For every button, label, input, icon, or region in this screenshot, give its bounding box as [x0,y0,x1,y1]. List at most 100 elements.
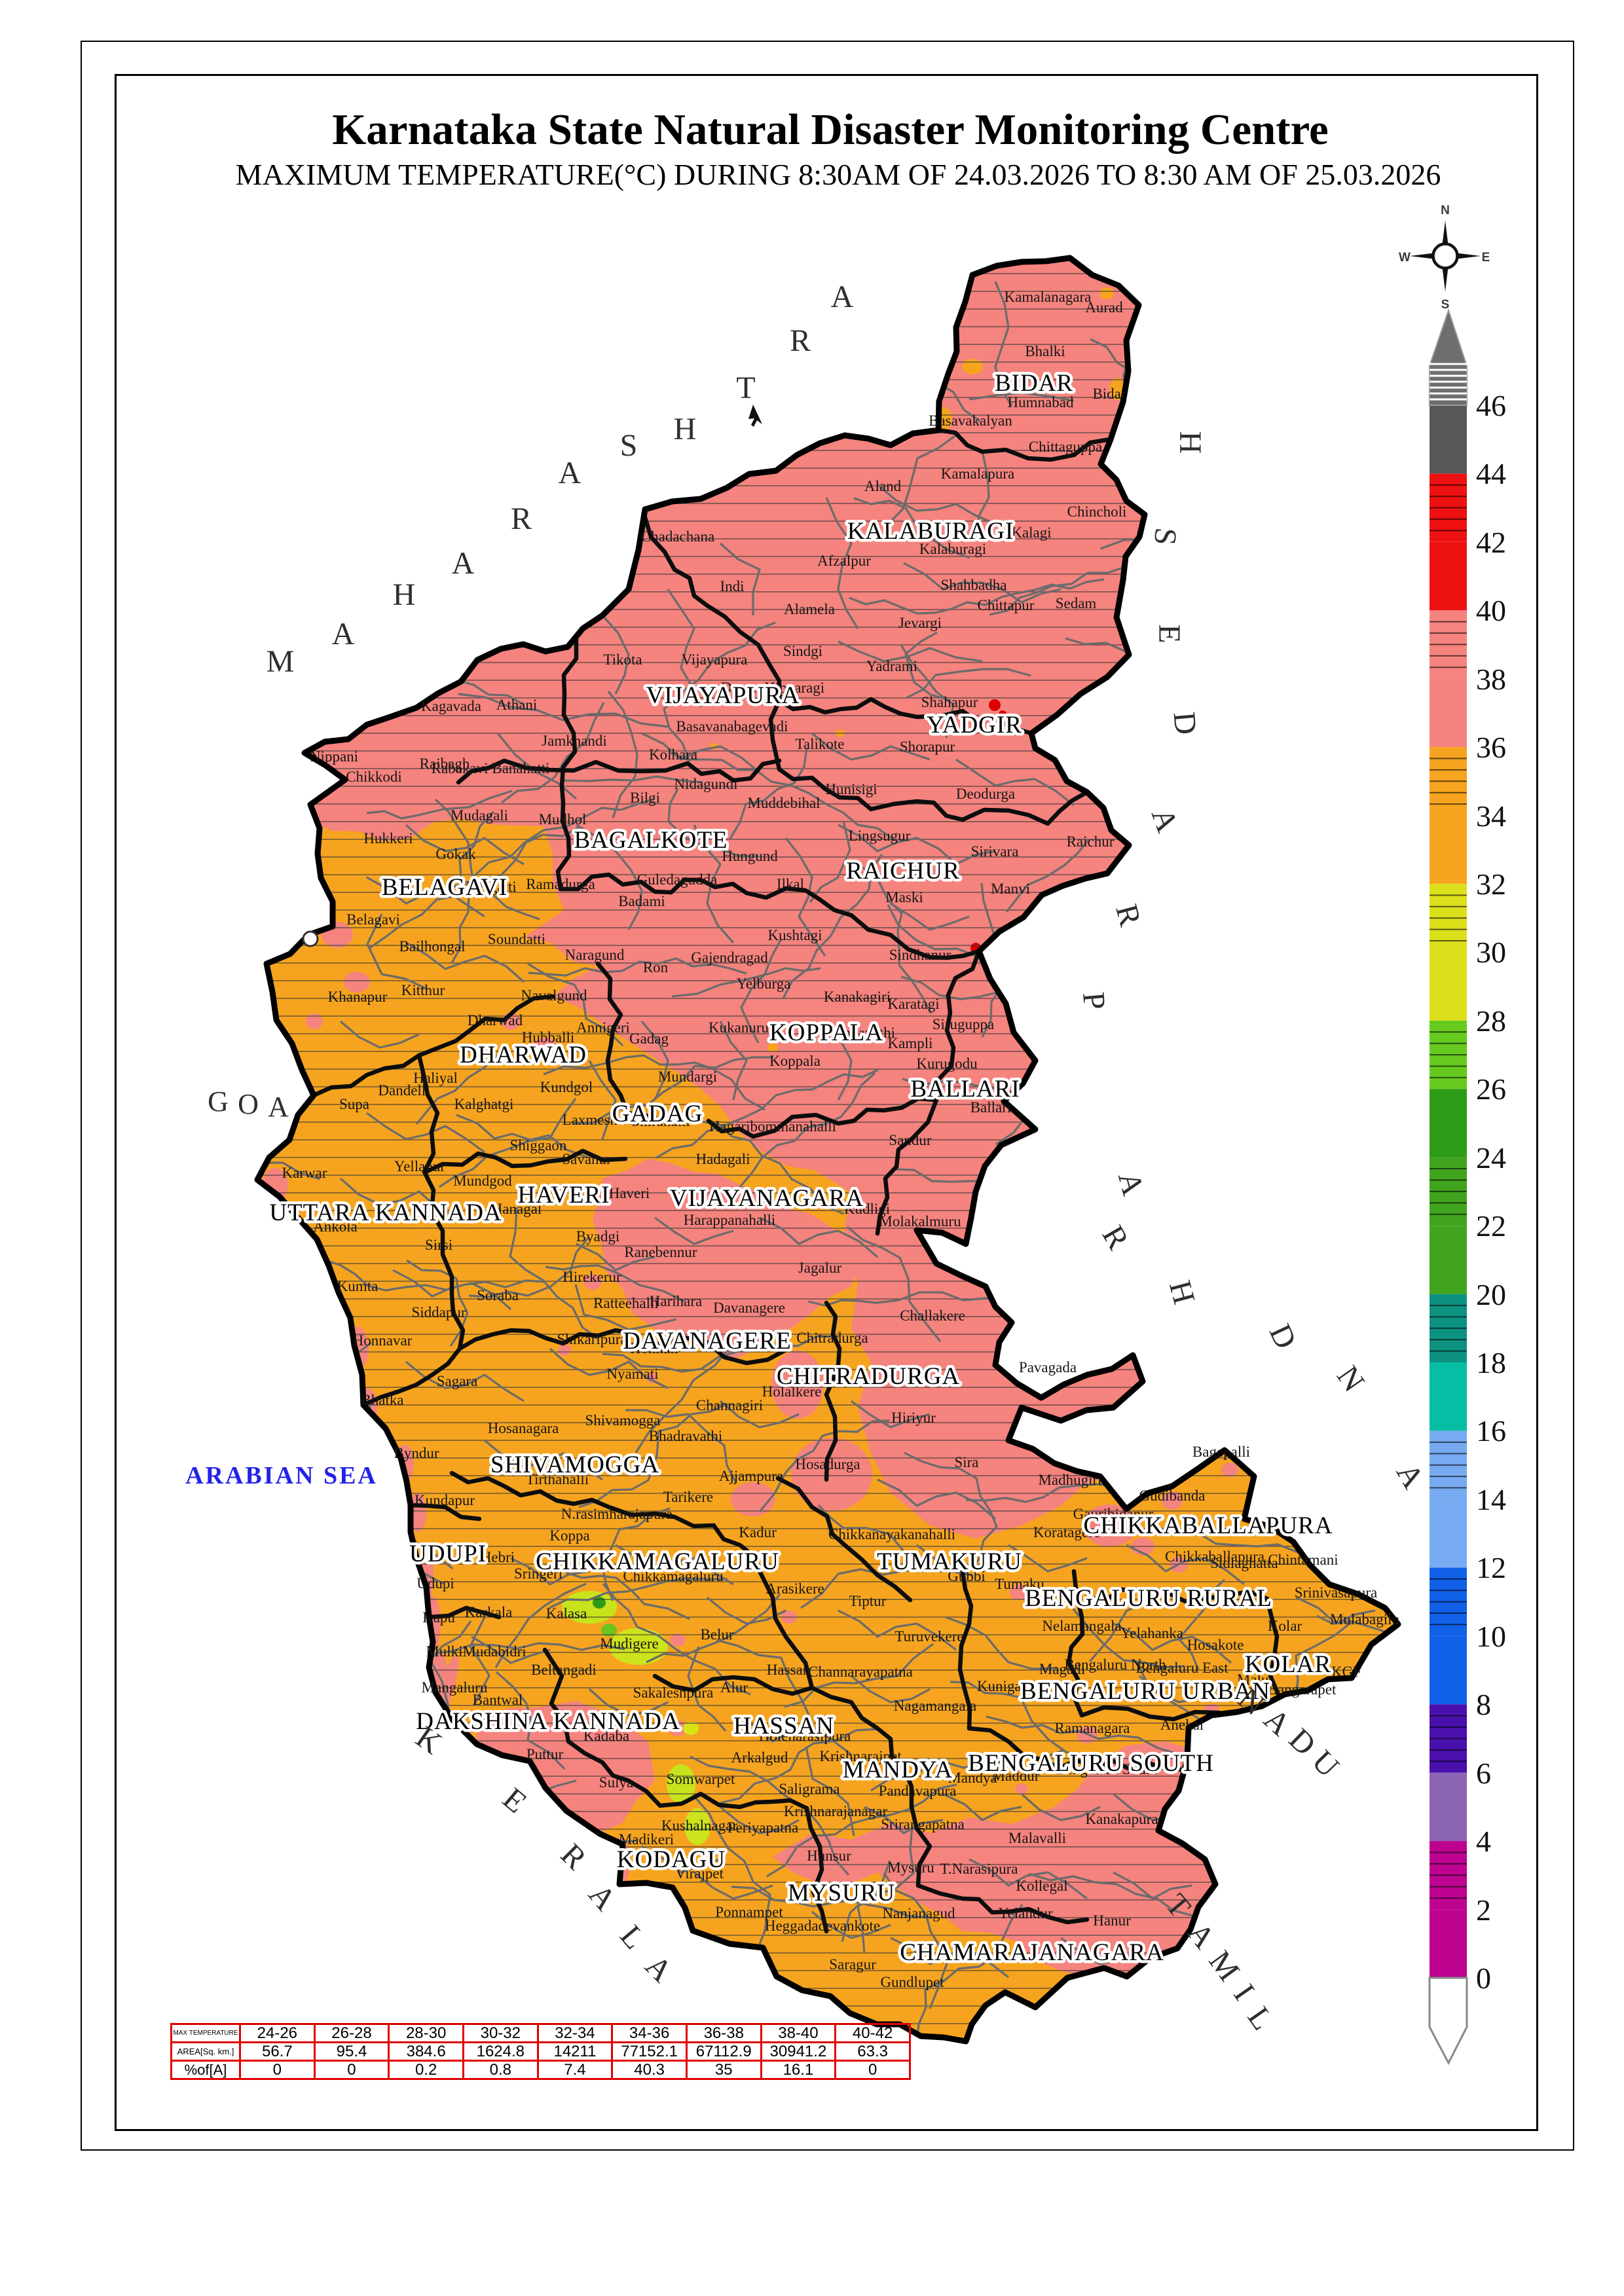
svg-text:40: 40 [1476,594,1506,627]
svg-text:Alamela: Alamela [784,601,835,617]
svg-text:Guledagudda: Guledagudda [637,871,718,888]
svg-text:Sakaleshpura: Sakaleshpura [633,1685,714,1701]
svg-text:MYSURU: MYSURU [788,1880,895,1906]
svg-text:Sidlaghatta: Sidlaghatta [1210,1555,1278,1571]
svg-text:Koratagere: Koratagere [1033,1524,1100,1540]
svg-text:Talikote: Talikote [795,736,844,752]
svg-text:GADAG: GADAG [612,1101,703,1127]
svg-text:D: D [1263,1319,1304,1355]
svg-text:Sulya: Sulya [599,1774,633,1791]
svg-text:Hubballi: Hubballi [522,1029,575,1046]
svg-text:Bhatka: Bhatka [361,1392,403,1408]
svg-text:Koppala: Koppala [769,1053,821,1069]
svg-text:CHITRADURGA: CHITRADURGA [777,1363,960,1390]
svg-text:Beltangadi: Beltangadi [531,1662,597,1678]
svg-text:Rabakavi Banahatti: Rabakavi Banahatti [432,760,550,776]
svg-text:Laxmeshwar: Laxmeshwar [563,1112,640,1128]
svg-text:Maski: Maski [885,889,923,905]
svg-text:M: M [1202,1944,1247,1988]
svg-text:Hiriyur: Hiriyur [891,1410,936,1426]
svg-text:Kadaba: Kadaba [583,1728,629,1744]
svg-text:Harappanahalli: Harappanahalli [684,1212,775,1228]
svg-text:Karkala: Karkala [465,1604,513,1620]
svg-text:BAGALKOTE: BAGALKOTE [574,827,728,854]
svg-text:A: A [638,1948,679,1989]
svg-text:N.rasimharajapura: N.rasimharajapura [561,1506,673,1522]
svg-text:Hungund: Hungund [722,848,778,864]
svg-text:14: 14 [1476,1483,1506,1516]
svg-text:Gauribidanur: Gauribidanur [1073,1506,1154,1522]
svg-text:Gubbi: Gubbi [948,1568,986,1584]
svg-text:Annigeri: Annigeri [576,1019,630,1036]
svg-text:Shiggaon: Shiggaon [510,1137,567,1154]
svg-text:Madikeri: Madikeri [619,1831,674,1848]
svg-text:I: I [1227,1978,1261,2006]
svg-text:12: 12 [1476,1551,1506,1584]
svg-text:Challakere: Challakere [900,1307,965,1324]
svg-text:Honnavar: Honnavar [353,1332,413,1349]
svg-text:M: M [267,644,295,679]
svg-text:Hadagali: Hadagali [695,1151,750,1167]
svg-text:CHIKKABALLAPURA: CHIKKABALLAPURA [1084,1512,1333,1539]
svg-text:44: 44 [1476,457,1506,490]
svg-text:30: 30 [1476,936,1506,969]
svg-text:CHIKKAMAGALURU: CHIKKAMAGALURU [536,1548,779,1575]
svg-text:Nanjanagud: Nanjanagud [882,1905,955,1922]
svg-text:Puttur: Puttur [526,1746,564,1762]
svg-text:Arkalgud: Arkalgud [731,1749,788,1766]
svg-text:Kanakagiri: Kanakagiri [824,989,891,1005]
svg-text:Khanapur: Khanapur [328,989,388,1005]
svg-text:Sedam: Sedam [1056,595,1097,611]
svg-text:Ramanagara: Ramanagara [1055,1720,1130,1736]
svg-text:L: L [1241,2001,1280,2036]
svg-text:Naragund: Naragund [565,947,625,963]
svg-text:Byadgi: Byadgi [576,1228,619,1245]
svg-text:BENGALURU SOUTH: BENGALURU SOUTH [968,1750,1214,1777]
svg-text:Kudligi: Kudligi [844,1201,890,1217]
svg-text:Turuvekere: Turuvekere [895,1628,963,1645]
svg-text:18: 18 [1476,1346,1506,1379]
svg-text:Koppa: Koppa [549,1527,589,1544]
svg-text:Mudigere: Mudigere [600,1635,658,1652]
svg-text:Ankola: Ankola [313,1218,358,1235]
svg-text:20: 20 [1476,1278,1506,1311]
svg-text:L: L [613,1919,652,1956]
svg-text:Hagaribommanahalli: Hagaribommanahalli [709,1118,836,1135]
svg-text:32: 32 [1476,867,1506,901]
svg-text:H: H [1173,431,1208,454]
svg-text:Shahbadha: Shahbadha [941,577,1007,593]
svg-text:Hunisigi: Hunisigi [825,781,877,797]
svg-text:KODAGU: KODAGU [617,1846,726,1873]
svg-text:Hanagal: Hanagal [492,1201,542,1217]
svg-text:UDUPI: UDUPI [409,1540,487,1567]
svg-text:BENGALURU RURAL: BENGALURU RURAL [1025,1585,1272,1612]
svg-text:G: G [208,1085,229,1118]
svg-text:Bhalki: Bhalki [1025,343,1065,359]
svg-text:H: H [674,412,697,446]
svg-text:Sirivara: Sirivara [971,843,1019,860]
svg-text:Badami: Badami [618,893,665,909]
svg-text:Kalghatgi: Kalghatgi [454,1096,514,1112]
svg-text:Lingsugur: Lingsugur [849,828,911,844]
svg-text:Sandur: Sandur [889,1132,932,1148]
svg-text:Srirangapatna: Srirangapatna [881,1816,965,1832]
svg-text:Byndur: Byndur [394,1445,439,1461]
svg-text:KALABURAGI: KALABURAGI [847,518,1014,545]
svg-text:Vijayapura: Vijayapura [682,651,748,668]
svg-text:Mundgod: Mundgod [453,1173,512,1189]
svg-text:HAVERI: HAVERI [518,1182,610,1209]
svg-text:A: A [1390,1457,1431,1495]
svg-text:Saragur: Saragur [829,1956,876,1973]
svg-text:Channarayapatna: Channarayapatna [808,1664,913,1680]
svg-text:A: A [831,280,854,314]
svg-text:Malavalli: Malavalli [1008,1830,1066,1846]
svg-text:Kampli: Kampli [888,1035,933,1051]
svg-text:Kundgol: Kundgol [540,1079,593,1095]
svg-text:Muddebihal: Muddebihal [747,795,820,811]
svg-text:S: S [1441,298,1450,312]
svg-text:Mudagali: Mudagali [451,807,508,824]
svg-text:Gajendragad: Gajendragad [691,949,768,966]
svg-text:Krishnarajpet: Krishnarajpet [819,1748,902,1764]
svg-text:Kanakapura: Kanakapura [1085,1811,1158,1827]
svg-text:Udupi: Udupi [416,1575,454,1592]
